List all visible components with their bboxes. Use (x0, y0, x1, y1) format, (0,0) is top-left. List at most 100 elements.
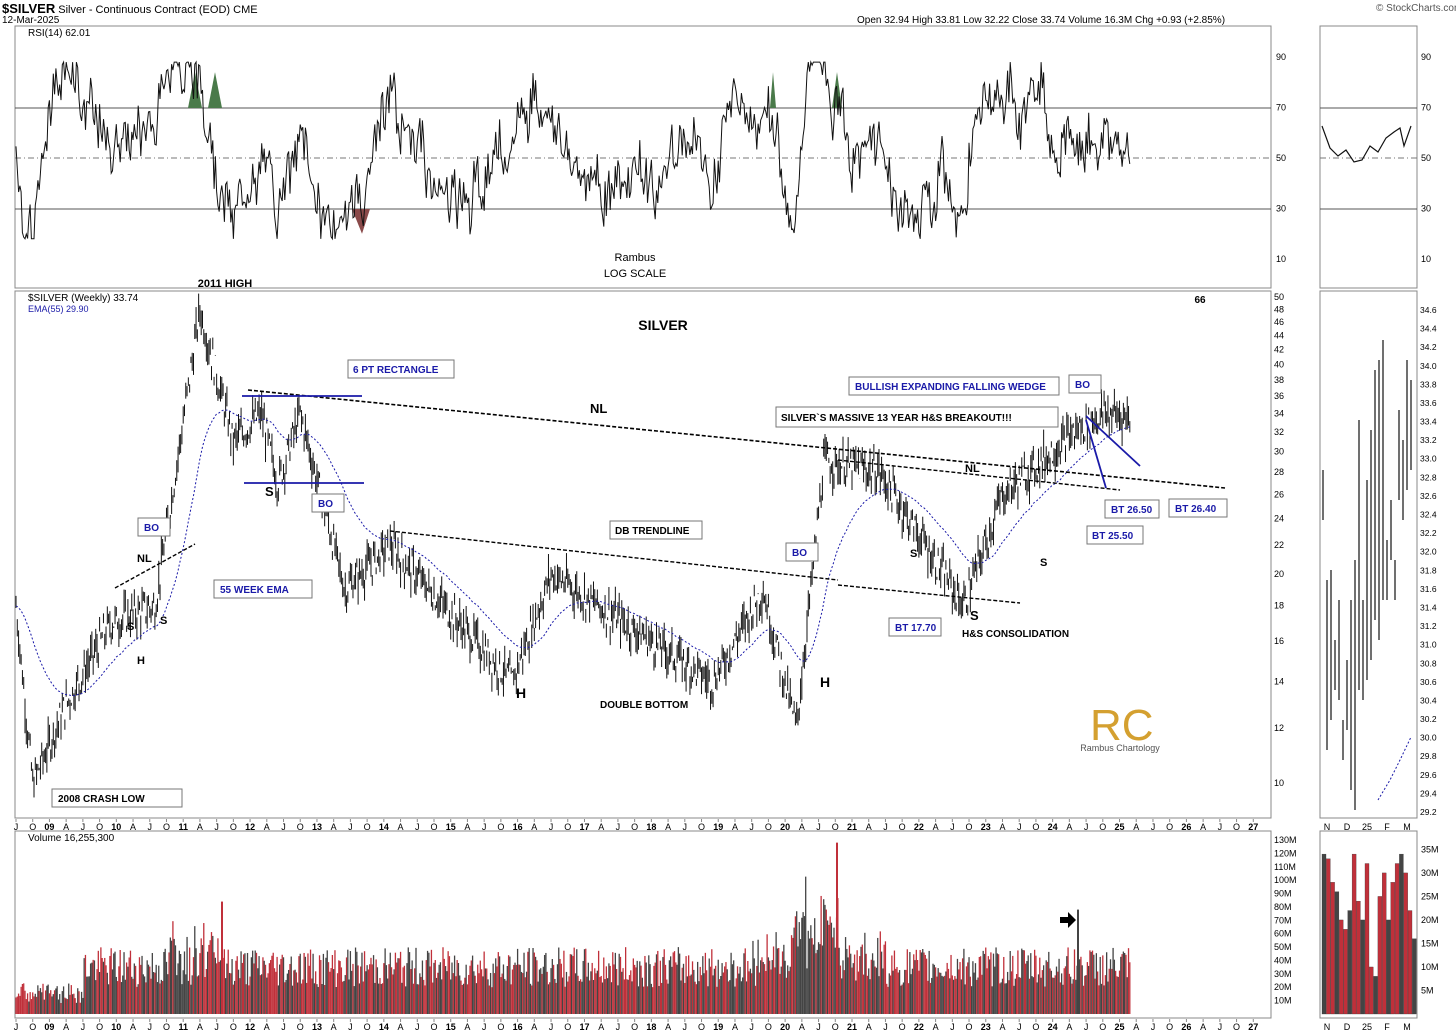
x-axis-label: J (214, 1022, 219, 1032)
x-axis-label: J (749, 822, 754, 832)
price-tick: 16 (1274, 636, 1284, 646)
price-zoom-tick-labels: 34.6 34.4 34.2 34.0 33.8 33.6 33.4 33.2 33.0 32.8… (1420, 305, 1437, 817)
x-axis-label: 25 (1115, 1022, 1125, 1032)
x-zoom-label: M (1403, 1022, 1411, 1032)
svg-text:BO: BO (1075, 380, 1090, 391)
x-axis-label: O (163, 822, 170, 832)
x-axis-label: O (230, 822, 237, 832)
price-zoom-tick: 34.0 (1420, 361, 1437, 371)
hs-consol-neckline (837, 459, 1121, 491)
zoom-volume-bar (1347, 910, 1352, 1015)
x-zoom-label: D (1344, 1022, 1351, 1032)
x-axis-label: J (482, 1022, 487, 1032)
x-axis-label: O (765, 1022, 772, 1032)
volume-tick: 60M (1274, 929, 1292, 939)
rsi-center-text-1: Rambus (615, 252, 656, 264)
svg-text:BO: BO (144, 523, 159, 534)
x-axis-label: O (1233, 822, 1240, 832)
x-axis-label: O (1166, 822, 1173, 832)
x-axis-label: O (1099, 822, 1106, 832)
volume-zoom-tick: 15M (1421, 938, 1439, 948)
volume-tick: 100M (1274, 875, 1297, 885)
zoom-volume-bar (1360, 919, 1365, 1015)
price-tick: 38 (1274, 375, 1284, 385)
volume-zoom-tick: 25M (1421, 891, 1439, 901)
volume-tick: 20M (1274, 982, 1292, 992)
x-axis-label: 22 (914, 822, 924, 832)
x-axis-label: 14 (379, 822, 389, 832)
x-axis-label: A (264, 822, 270, 832)
volume-zoom-frame (1319, 830, 1418, 1019)
x-axis-label: A (1133, 1022, 1139, 1032)
x-axis-label: O (163, 1022, 170, 1032)
x-axis-label: J (883, 1022, 888, 1032)
callout-bo-2010: BO (137, 517, 171, 537)
svg-text:55 WEEK EMA: 55 WEEK EMA (220, 585, 289, 596)
x-axis-zoom: N N D D 25 25 F F M M (1324, 822, 1411, 1032)
price-zoom-tick: 30.0 (1420, 733, 1437, 743)
zoom-volume-bar (1403, 872, 1408, 1015)
callout-2008-crash-low: 2008 CRASH LOW (51, 788, 183, 808)
label-s-head-2022: S (970, 608, 979, 623)
x-axis-label: 22 (914, 1022, 924, 1032)
callout-db-trendline: DB TRENDLINE (609, 520, 703, 540)
x-axis-label: O (832, 822, 839, 832)
zoom-volume-bar (1399, 853, 1404, 1015)
zoom-volume-bar (1412, 938, 1417, 1015)
x-axis-rsi: J O 09 A J O 10 A J O 11 A J O 12 A J O 13 A J O 14 A J O 15 A J O 16 A… (14, 819, 1258, 832)
rsi-panel-frame (14, 25, 1272, 289)
x-axis-label: O (497, 822, 504, 832)
hs-consol-bottom-line (837, 584, 1021, 604)
x-axis-label: A (799, 1022, 805, 1032)
price-tick: 50 (1274, 292, 1284, 302)
x-axis-label: 15 (446, 1022, 456, 1032)
x-axis-label: J (81, 822, 86, 832)
zoom-volume-bar (1373, 976, 1378, 1015)
x-axis-label: O (96, 822, 103, 832)
x-axis-label: 11 (178, 822, 188, 832)
zoom-volume-bar (1382, 872, 1387, 1015)
x-axis-label: 16 (513, 1022, 523, 1032)
zoom-volume-bar (1339, 919, 1344, 1015)
rsi-label: RSI(14) 62.01 (28, 28, 91, 39)
x-axis-label: 27 (1248, 1022, 1258, 1032)
x-axis-label: J (148, 1022, 153, 1032)
rsi-tick: 50 (1276, 153, 1286, 163)
x-axis-label: 24 (1048, 1022, 1058, 1032)
rsi-tick: 10 (1276, 254, 1286, 264)
chart-title: SILVER (638, 317, 688, 333)
price-zoom-tick: 33.0 (1420, 454, 1437, 464)
price-zoom-frame (1319, 290, 1418, 819)
x-axis-label: J (950, 822, 955, 832)
x-axis-label: J (415, 1022, 420, 1032)
zoom-volume-bar (1356, 900, 1361, 1015)
x-axis-label: A (999, 1022, 1005, 1032)
rsi-tick: 90 (1276, 52, 1286, 62)
svg-text:BT 26.50: BT 26.50 (1111, 505, 1153, 516)
volume-zoom-tick: 20M (1421, 915, 1439, 925)
x-axis-label: 21 (847, 1022, 857, 1032)
volume-zoom-tick: 30M (1421, 868, 1439, 878)
zoom-volume-bar (1351, 853, 1357, 1015)
x-axis-label: O (497, 1022, 504, 1032)
price-zoom-tick: 31.2 (1420, 621, 1437, 631)
x-axis-label: 12 (245, 1022, 255, 1032)
x-axis-label: J (549, 1022, 554, 1032)
svg-text:RC: RC (1090, 701, 1154, 750)
x-axis-label: J (1151, 1022, 1156, 1032)
x-axis-label: J (1218, 1022, 1223, 1032)
callout-wedge: BULLISH EXPANDING FALLING WEDGE (848, 376, 1060, 396)
rsi-line (15, 60, 1131, 241)
label-s-rectangle: S (265, 484, 274, 499)
svg-text:BO: BO (792, 548, 807, 559)
zoom-volume-bar (1343, 929, 1348, 1015)
price-zoom-tick: 32.4 (1420, 510, 1437, 520)
x-axis-label: A (1200, 1022, 1206, 1032)
price-tick: 36 (1274, 391, 1284, 401)
price-zoom-tick: 31.4 (1420, 602, 1437, 612)
label-nl-2010: NL (137, 553, 152, 565)
x-axis-label: 10 (111, 1022, 121, 1032)
zoom-volume-bar (1326, 858, 1331, 1015)
callout-bo-2024: BO (1068, 374, 1102, 394)
x-axis-label: J (415, 822, 420, 832)
